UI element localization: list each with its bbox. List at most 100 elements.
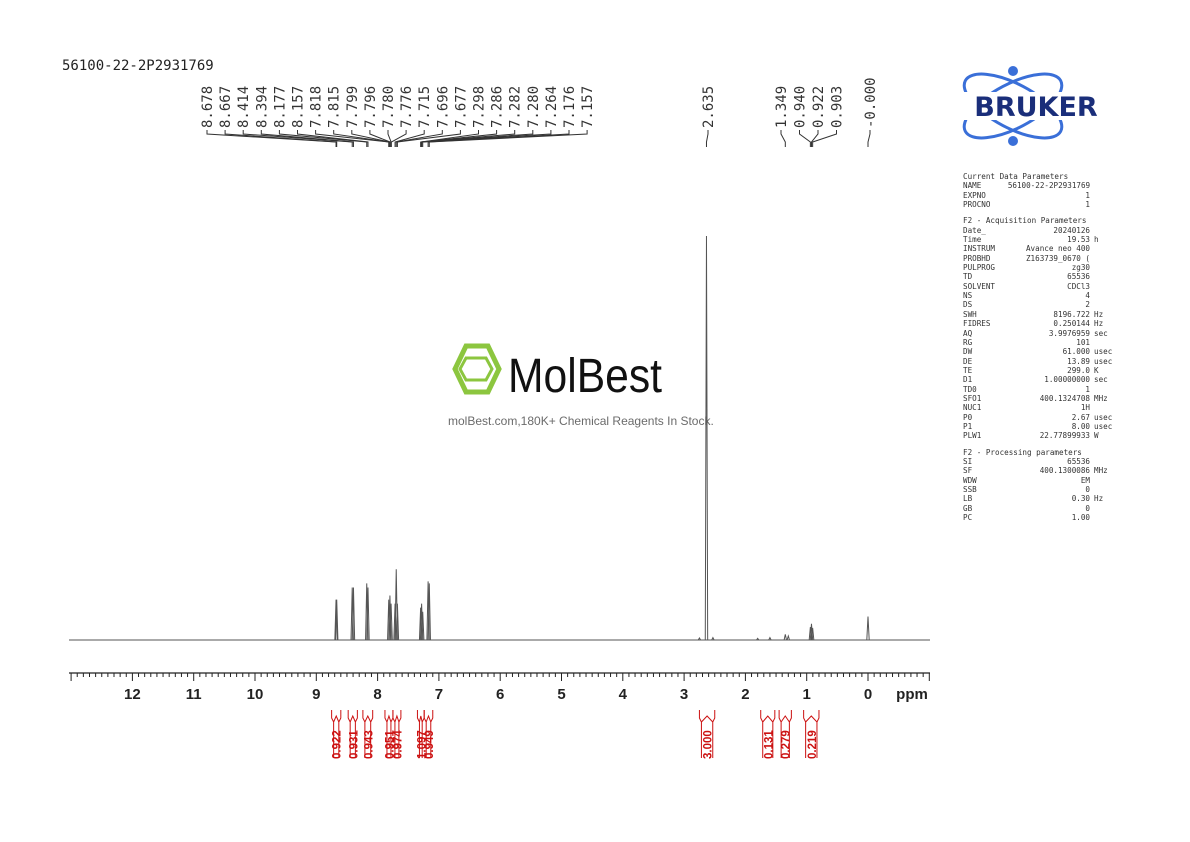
peak-label: 0.903	[830, 86, 846, 128]
peak-label: 7.715	[417, 86, 433, 128]
param-value: Avance neo 400	[1025, 244, 1090, 254]
param-value: 56100-22-2P2931769	[1007, 181, 1091, 191]
bruker-text: BRUKER	[974, 92, 1098, 123]
param-key: SSB	[963, 485, 977, 494]
param-value: 101	[1076, 337, 1090, 347]
peak-label: 7.815	[327, 86, 343, 128]
peak	[808, 627, 813, 641]
param-value: EM	[1080, 475, 1090, 485]
param-unit: Hz	[1094, 309, 1104, 319]
integral-bracket	[760, 710, 776, 758]
x-tick-label: 2	[741, 686, 749, 703]
param-unit: h	[1094, 235, 1099, 245]
param-row: SF 400.1300086 MHz	[963, 466, 1118, 475]
param-group-title: Current Data Parameters	[963, 172, 1069, 181]
peak-leader-line	[867, 130, 871, 147]
peak-label: 8.667	[218, 86, 234, 128]
param-key: NS	[963, 291, 973, 301]
peak-label: 8.678	[200, 86, 216, 128]
peak-leader-line	[420, 130, 479, 147]
peak-label: 7.796	[363, 86, 379, 128]
param-key: PC	[963, 513, 973, 523]
param-row: D1 1.00000000 sec	[963, 375, 1118, 384]
peak-label: 7.282	[508, 86, 524, 128]
param-value: 2.67	[1071, 412, 1090, 422]
param-unit: Hz	[1094, 494, 1104, 504]
param-key: NAME	[963, 181, 982, 191]
param-row: SOLVENT CDCl3	[963, 282, 1118, 291]
param-unit: Hz	[1094, 319, 1104, 329]
param-value: 22.77899933	[1039, 431, 1090, 441]
x-tick-label: 5	[557, 686, 565, 703]
param-unit: W	[1094, 431, 1099, 441]
peak-labels: 8.678 8.667 8.414 8.394 8.177 8.157 7.818 7.815…	[200, 77, 879, 147]
peak-label: 7.818	[309, 86, 325, 128]
x-tick-label: 9	[312, 686, 320, 703]
param-value: 1	[1085, 190, 1090, 200]
integral-bracket	[392, 710, 402, 758]
param-row: P1 8.00 usec	[963, 422, 1118, 431]
param-key: PLW1	[963, 431, 982, 441]
peak-label: 2.635	[701, 86, 717, 128]
param-key: P1	[963, 421, 973, 431]
param-row: PLW1 22.77899933 W	[963, 431, 1118, 440]
param-key: SF	[963, 466, 973, 476]
peak-label: 7.157	[580, 86, 596, 128]
param-key: DS	[963, 300, 973, 310]
x-tick-label: 4	[619, 686, 628, 703]
x-tick-label: 10	[247, 686, 264, 703]
param-key: PROBHD	[963, 253, 991, 263]
x-tick-label: 0	[864, 686, 872, 703]
integral-value: 3.000	[703, 730, 715, 759]
param-group: F2 - Processing parameters SI 65536 SF 400.1…	[963, 448, 1118, 523]
integral-bracket	[423, 710, 434, 758]
peak-leader-line	[206, 130, 337, 147]
param-value: 1	[1085, 384, 1090, 394]
peak-label: 7.696	[435, 86, 451, 128]
param-value: 0	[1085, 485, 1090, 494]
param-group: Current Data Parameters NAME 56100-22-2P29…	[963, 172, 1118, 209]
peak	[756, 637, 760, 641]
bruker-logo: BRUKER	[956, 66, 1116, 146]
molbest-tagline: molBest.com,180K+ Chemical Reagents In S…	[448, 414, 714, 428]
param-row: PROCNO 1	[963, 200, 1118, 209]
peak	[418, 607, 423, 641]
param-value: 400.1324708	[1039, 393, 1090, 403]
param-key: P0	[963, 412, 973, 422]
integral-value: 0.974	[392, 730, 404, 759]
peak	[711, 636, 715, 641]
peak	[393, 603, 397, 641]
param-key: TD	[963, 272, 973, 282]
param-key: FIDRES	[963, 319, 991, 329]
peak-label: 8.414	[236, 86, 252, 128]
peak	[427, 583, 431, 641]
integral-value: 0.219	[807, 730, 819, 759]
integral-bracket	[778, 710, 792, 758]
peak-label: 8.157	[291, 86, 307, 128]
peak	[810, 627, 815, 641]
peak	[366, 587, 370, 641]
peak-label: 8.394	[254, 86, 270, 128]
param-row: PROBHD Z163739_0670 (	[963, 254, 1118, 263]
param-unit: sec	[1094, 328, 1108, 338]
param-row: TD0 1	[963, 385, 1118, 394]
peak	[335, 599, 339, 641]
molbest-wordmark: MolBest	[508, 350, 662, 402]
bruker-orbit-2	[962, 72, 1064, 140]
integral-bracket	[698, 710, 716, 758]
molbest-hexagon-icon	[452, 343, 502, 395]
param-row: TD 65536	[963, 272, 1118, 281]
param-key: D1	[963, 375, 973, 385]
param-value: 1.00000000	[1044, 375, 1090, 385]
x-tick-label: 8	[373, 686, 381, 703]
peak	[395, 603, 400, 641]
param-value: 8.00	[1071, 421, 1090, 431]
param-group-title: F2 - Processing parameters	[963, 447, 1082, 457]
peak-leader-line	[428, 130, 588, 147]
param-row: INSTRUM Avance neo 400	[963, 244, 1118, 253]
x-tick-label: 7	[435, 686, 443, 703]
param-value: 0	[1085, 503, 1090, 513]
param-key: Time	[963, 235, 982, 245]
param-key: INSTRUM	[963, 244, 996, 254]
param-key: SOLVENT	[963, 281, 996, 291]
